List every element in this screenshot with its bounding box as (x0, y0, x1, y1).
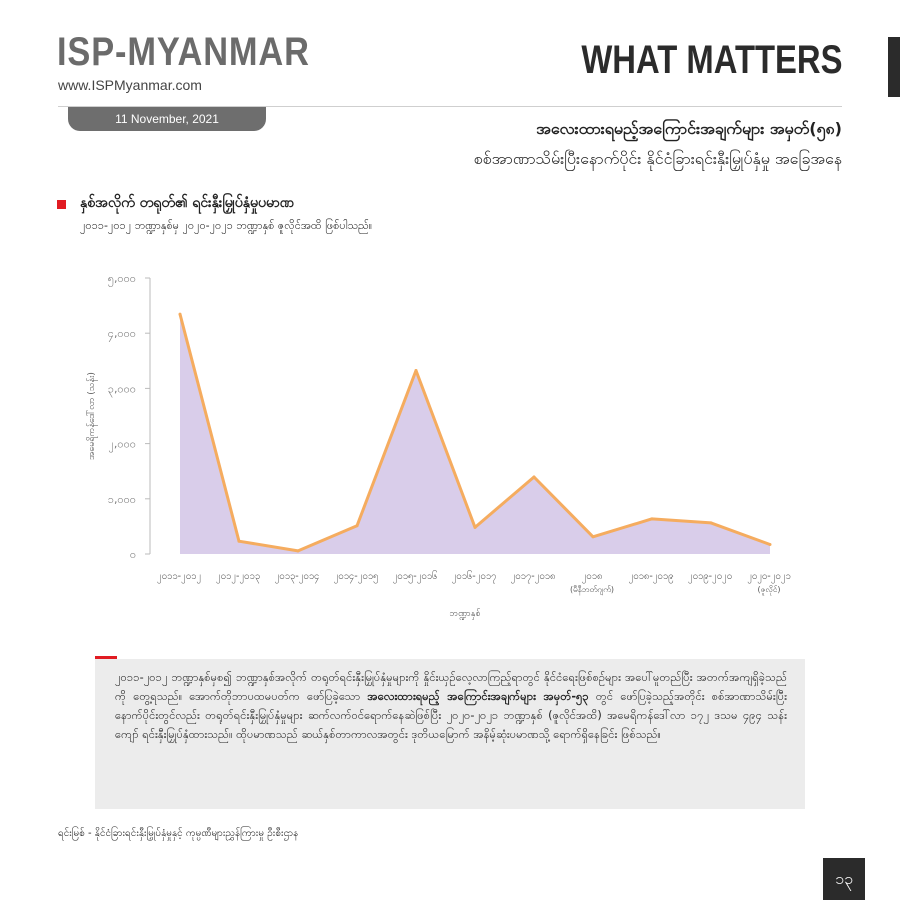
brand-logo: ISP-MYANMAR (57, 30, 310, 74)
x-tick-label: ၂၀၁၅-၂၀၁၆ (393, 571, 438, 583)
x-tick-label: ၂၀၁၇-၂၀၁၈ (511, 571, 556, 583)
x-tick-label: ၂၀၂၀-၂၀၂၁ (747, 571, 790, 583)
x-tick-label: ၂၀၁၈-၂၀၁၉ (629, 571, 674, 583)
data-point-5 (473, 525, 477, 529)
data-point-6 (532, 475, 536, 479)
data-point-0 (178, 312, 182, 316)
y-tick-label: ၄,၀၀၀ (108, 327, 136, 342)
corner-accent (888, 37, 900, 97)
x-tick-sublabel: (မီနီဘတ်ဂျက်) (570, 584, 614, 596)
x-tick-label: ၂၀၁၈ (582, 571, 603, 583)
x-axis-ticks: ၂၀၁၁-၂၀၁၂ ၂၀၁၂-၂၀၁၃ ၂၀၁၃-၂၀၁၄ ၂၀၁၄-၂၀၁၅ ၂၀၁၅… (157, 571, 791, 596)
chart-points (178, 312, 772, 553)
page-title: အလေးထားရမည့်အကြောင်းအချက်များ အမှတ်(၅၈) (536, 119, 842, 138)
date-badge: 11 November, 2021 (68, 107, 266, 131)
y-tick-label: ၅,၀၀၀ (108, 272, 136, 287)
chart-series-line (178, 313, 771, 553)
y-tick-label: ၁,၀၀၀ (108, 493, 136, 506)
data-point-7 (591, 535, 595, 539)
note-text-part1: ၂၀၁၁-၂၀၁၂ ဘဏ္ဍာနှစ်မှစ၍ ဘဏ္ဍာနှစ်အလိုက် … (115, 671, 787, 703)
y-tick-label: ၃,၀၀၀ (108, 382, 136, 397)
data-point-10 (768, 543, 772, 547)
chart-subtitle: ၂၀၁၁-၂၀၁၂ ဘဏ္ဍာနှစ်မှ ၂၀၂၀-၂၀၂၁ ဘဏ္ဍာနှစ… (80, 219, 373, 232)
website-url[interactable]: www.ISPMyanmar.com (58, 77, 202, 93)
data-point-8 (650, 517, 654, 521)
data-point-3 (355, 524, 359, 528)
data-point-9 (709, 521, 713, 525)
x-tick-label: ၂၀၁၄-၂၀၁၅ (334, 571, 379, 583)
x-tick-label: ၂၀၁၆-၂၀၁၇ (452, 571, 497, 583)
header-divider (58, 106, 842, 107)
note-text-part2: တွင် ဖော်ပြခဲ့သည့်အတိုင်း စစ်အာဏာသိမ်းပြ… (115, 690, 787, 741)
page-subtitle: စစ်အာဏာသိမ်းပြီးနောက်ပိုင်း နိုင်ငံခြားရ… (473, 149, 842, 168)
chart-title: နှစ်အလိုက် တရုတ်၏ ရင်းနှီးမြှုပ်နှံမှုပမ… (80, 195, 294, 211)
x-tick-label: ၂၀၁၁-၂၀၁၂ (157, 571, 201, 583)
data-point-1 (237, 539, 241, 543)
page-number: ၁၃ (823, 858, 865, 900)
chart-area-fill (180, 314, 770, 554)
note-text-bold: အလေးထားရမည့် အကြောင်းအချက်များ အမှတ်-၅၃ (367, 690, 589, 703)
x-axis-label: ဘဏ္ဍာနှစ် (449, 608, 481, 620)
section-heading: WHAT MATTERS (580, 38, 842, 82)
y-tick-label: ၂,၀၀၀ (109, 438, 136, 453)
source-citation: ရင်းမြစ် - နိုင်ငံခြားရင်းနှီးမြှုပ်နှံမ… (58, 828, 299, 839)
note-box (95, 659, 805, 809)
note-text: ၂၀၁၁-၂၀၁၂ ဘဏ္ဍာနှစ်မှစ၍ ဘဏ္ဍာနှစ်အလိုက် … (115, 668, 787, 744)
data-point-4 (414, 369, 418, 373)
x-tick-label: ၂၀၁၂-၂၀၁၃ (216, 571, 260, 583)
data-point-2 (296, 549, 300, 553)
y-axis-label: အမေရိကန်ဒေါ်လာ (သန်း) (86, 372, 98, 460)
section-bullet-icon (57, 200, 66, 209)
x-tick-sublabel: (ဇူလိုင်) (758, 584, 781, 596)
y-tick-label: ၀ (130, 548, 136, 561)
x-tick-label: ၂၀၁၉-၂၀၂၀ (688, 571, 732, 583)
x-tick-label: ၂၀၁၃-၂၀၁၄ (275, 571, 320, 583)
note-accent-line (95, 656, 117, 659)
